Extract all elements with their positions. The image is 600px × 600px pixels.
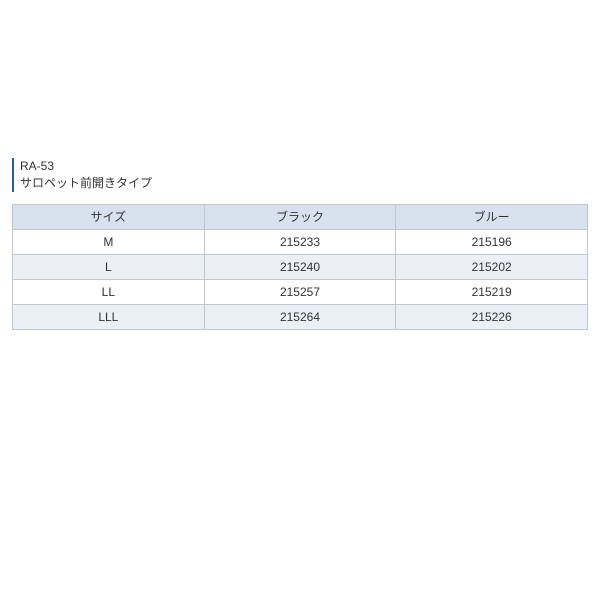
cell-size: M	[13, 229, 205, 254]
product-name: サロペット前開きタイプ	[20, 175, 588, 192]
product-code: RA-53	[20, 158, 588, 175]
cell-size: LL	[13, 279, 205, 304]
cell-size: L	[13, 254, 205, 279]
table-row: LLL 215264 215226	[13, 304, 588, 329]
cell-black: 215257	[204, 279, 396, 304]
cell-blue: 215202	[396, 254, 588, 279]
col-header-size: サイズ	[13, 204, 205, 229]
cell-black: 215233	[204, 229, 396, 254]
table-row: LL 215257 215219	[13, 279, 588, 304]
col-header-blue: ブルー	[396, 204, 588, 229]
col-header-black: ブラック	[204, 204, 396, 229]
cell-blue: 215196	[396, 229, 588, 254]
size-table: サイズ ブラック ブルー M 215233 215196 L 215240 21…	[12, 204, 588, 330]
page: RA-53 サロペット前開きタイプ サイズ ブラック ブルー M 215233 …	[0, 0, 600, 600]
table-row: M 215233 215196	[13, 229, 588, 254]
table-header-row: サイズ ブラック ブルー	[13, 204, 588, 229]
cell-blue: 215219	[396, 279, 588, 304]
cell-size: LLL	[13, 304, 205, 329]
table-row: L 215240 215202	[13, 254, 588, 279]
title-block: RA-53 サロペット前開きタイプ	[12, 158, 588, 192]
cell-black: 215240	[204, 254, 396, 279]
cell-blue: 215226	[396, 304, 588, 329]
cell-black: 215264	[204, 304, 396, 329]
